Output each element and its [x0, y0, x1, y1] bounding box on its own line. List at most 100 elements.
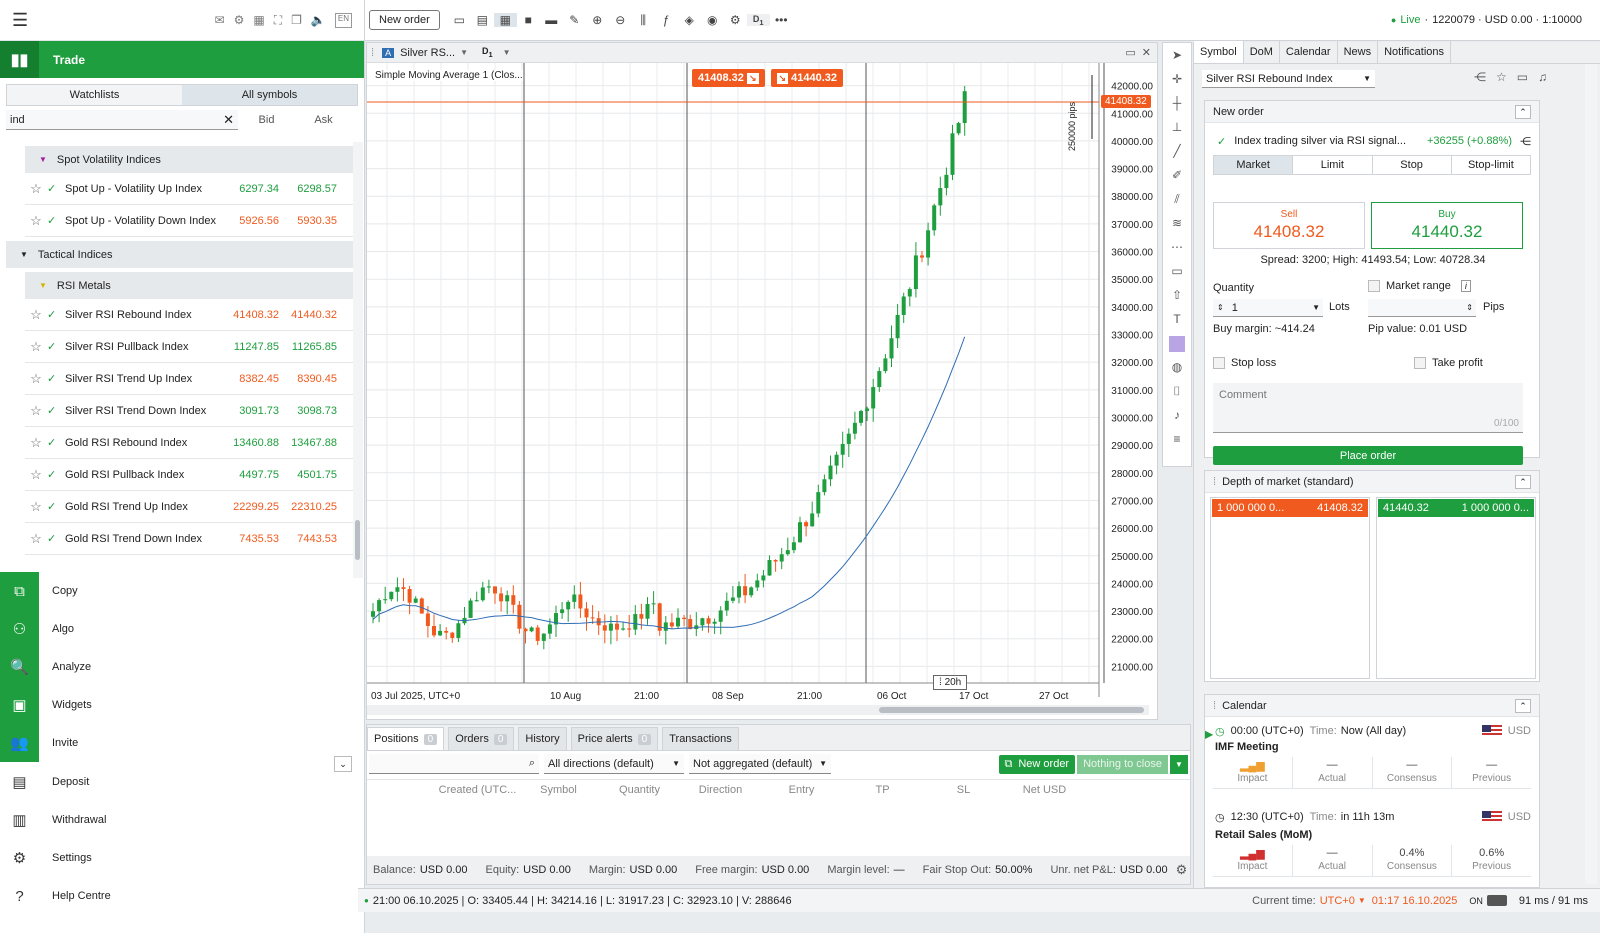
tab-orders[interactable]: Orders 0: [448, 727, 515, 750]
group-spot-volatility[interactable]: ▼ Spot Volatility Indices: [25, 146, 354, 173]
symbol-bid[interactable]: 5926.56: [239, 214, 279, 227]
collapse-icon[interactable]: ⌃: [1515, 474, 1531, 489]
language-button[interactable]: EN: [334, 12, 352, 28]
aggregation-filter[interactable]: Not aggregated (default) ▼: [689, 754, 831, 774]
cursor-icon[interactable]: ➤: [1171, 48, 1183, 62]
positions-search-input[interactable]: ⌕: [369, 754, 539, 774]
favorite-star-icon[interactable]: ☆: [30, 530, 42, 546]
stepper-icon[interactable]: ⇕: [1466, 303, 1473, 312]
magnet-icon[interactable]: ◍: [1171, 360, 1183, 374]
nav-algo[interactable]: ⚇ Algo: [0, 610, 365, 648]
brush-icon[interactable]: ✐: [1171, 168, 1183, 182]
symbol-bid[interactable]: 41408.32: [233, 308, 279, 321]
drag-handle-icon[interactable]: ⁞: [1213, 475, 1217, 488]
symbol-ask[interactable]: 6298.57: [297, 182, 337, 195]
windows-icon[interactable]: ❐: [291, 12, 302, 27]
nav-settings[interactable]: ⚙ Settings: [0, 839, 365, 877]
order-type-stop[interactable]: Stop: [1373, 156, 1452, 174]
symbol-bid[interactable]: 11247.85: [233, 340, 279, 353]
vertical-line-icon[interactable]: ⊥: [1171, 120, 1183, 134]
tab-watchlists[interactable]: Watchlists: [7, 85, 182, 105]
account-status[interactable]: ● Live · 1220079 · USD 0.00 · 1:10000: [1390, 14, 1582, 26]
tab-calendar[interactable]: Calendar: [1280, 41, 1338, 63]
tab-news[interactable]: News: [1338, 41, 1379, 63]
price-chart[interactable]: 42000.00 41000.00 40000.00 39000.00 38000.00…: [367, 63, 1157, 719]
timeframe-dropdown-icon[interactable]: ▼: [502, 48, 511, 57]
favorite-star-icon[interactable]: ☆: [30, 180, 42, 196]
indicator-label[interactable]: Simple Moving Average 1 (Clos...: [375, 70, 523, 81]
nav-copy[interactable]: ⧉ Copy: [0, 572, 365, 610]
favorite-star-icon[interactable]: ☆: [30, 498, 42, 514]
crosshair-icon[interactable]: ✛: [1171, 72, 1183, 86]
nav-invite[interactable]: 👥 Invite ⌄: [0, 724, 365, 772]
stop-loss-checkbox[interactable]: [1213, 357, 1225, 370]
take-profit-checkbox[interactable]: [1414, 357, 1426, 370]
chart-settings-icon[interactable]: ⚙: [729, 13, 741, 27]
stepper-icon[interactable]: ⇕: [1217, 303, 1224, 312]
trend-line-icon[interactable]: ╱: [1173, 144, 1181, 158]
scroll-thumb[interactable]: [355, 520, 360, 560]
calendar-event[interactable]: ▶ ◷ 00:00 (UTC+0) Time: Now (All day) US…: [1205, 717, 1539, 805]
symbol-row[interactable]: ☆ ✓ Silver RSI Trend Up Index 8382.45 8390.4…: [25, 363, 354, 395]
calendar-event[interactable]: ◷ 12:30 (UTC+0) Time: in 11h 13m USD Ret…: [1205, 805, 1539, 887]
col-net-usd[interactable]: Net USD: [1022, 783, 1067, 796]
symbol-ask[interactable]: 7443.53: [297, 532, 337, 545]
chart-window[interactable]: ⁞ A Silver RS... ▼ D1 ▼ ▭ ✕ 42000.00 4100…: [366, 42, 1158, 720]
bell-icon[interactable]: ♪: [1174, 408, 1180, 422]
channel-icon[interactable]: ⫽: [1174, 192, 1180, 206]
symbol-row[interactable]: ☆ ✓ Gold RSI Pullback Index 4497.75 4501.75: [25, 459, 354, 491]
order-type-limit[interactable]: Limit: [1293, 156, 1373, 174]
bell-icon[interactable]: ♫: [1538, 70, 1548, 84]
collapse-icon[interactable]: ⌃: [1515, 104, 1531, 119]
col-tp[interactable]: TP: [875, 783, 890, 796]
chart-symbol[interactable]: Silver RS...: [400, 46, 456, 59]
symbol-ask[interactable]: 22310.25: [291, 500, 337, 513]
col-symbol[interactable]: Symbol: [540, 783, 577, 796]
comment-textarea[interactable]: Comment 0/100: [1213, 383, 1523, 433]
chart-icon[interactable]: ▭: [1516, 70, 1529, 84]
clear-icon[interactable]: ✕: [223, 111, 234, 127]
toggle-switch[interactable]: [1486, 895, 1507, 906]
favorite-star-icon[interactable]: ☆: [30, 212, 42, 228]
favorite-star-icon[interactable]: ☆: [30, 434, 42, 450]
symbol-row[interactable]: ☆ ✓ Gold RSI Trend Down Index 7435.53 7443.5…: [25, 523, 354, 555]
sell-button[interactable]: Sell 41408.32: [1213, 202, 1365, 249]
stop-loss-row[interactable]: Stop loss: [1213, 357, 1276, 370]
arrow-up-icon[interactable]: ⇧: [1171, 288, 1183, 302]
tab-history[interactable]: History: [518, 727, 567, 750]
indicator-icon[interactable]: ƒ: [662, 13, 670, 27]
tab-dom[interactable]: DoM: [1244, 41, 1280, 63]
nav-analyze[interactable]: 🔍 Analyze: [0, 648, 365, 686]
single-layout-icon[interactable]: ■: [524, 13, 532, 27]
candles-icon[interactable]: ⫼: [640, 12, 647, 27]
symbol-row[interactable]: ☆ ✓ Spot Up - Volatility Up Index 6297.34 62…: [25, 173, 354, 205]
col-sl[interactable]: SL: [956, 783, 971, 796]
symbol-bid[interactable]: 8382.45: [239, 372, 279, 385]
user-settings-icon[interactable]: ⚙: [233, 12, 245, 27]
dom-buy-row[interactable]: 41440.32 1 000 000 0...: [1378, 499, 1534, 517]
tab-positions[interactable]: Positions 0: [367, 727, 445, 750]
calculator-icon[interactable]: ▦: [253, 12, 265, 27]
tab-price-alerts[interactable]: Price alerts 0: [570, 727, 659, 750]
symbol-list-scrollbar[interactable]: [353, 142, 363, 578]
symbol-row[interactable]: ☆ ✓ Silver RSI Pullback Index 11247.85 11265…: [25, 331, 354, 363]
symbol-bid[interactable]: 22299.25: [233, 500, 279, 513]
chart-timeframe[interactable]: D1: [482, 46, 493, 59]
symbol-ask[interactable]: 11265.85: [291, 340, 337, 353]
favorite-star-icon[interactable]: ☆: [30, 370, 42, 386]
collapse-icon[interactable]: ⌃: [1515, 698, 1531, 713]
share-icon[interactable]: ⋲: [1520, 135, 1531, 148]
order-type-market[interactable]: Market: [1214, 156, 1294, 174]
chart-type-icon[interactable]: ▭: [453, 13, 465, 27]
timeframe-button[interactable]: D1: [746, 13, 770, 27]
symbol-bid[interactable]: 7435.53: [239, 532, 279, 545]
quantity-input[interactable]: ⇕ 1 ▼: [1213, 299, 1323, 317]
dom-sell-row[interactable]: 1 000 000 0... 41408.32: [1212, 499, 1368, 517]
cross-icon[interactable]: ┼: [1172, 96, 1182, 110]
symbol-ask[interactable]: 3098.73: [297, 404, 337, 417]
symbol-ask[interactable]: 8390.45: [297, 372, 337, 385]
pencil-icon[interactable]: ✎: [569, 13, 580, 27]
tab-symbol[interactable]: Symbol: [1194, 41, 1244, 63]
market-range-checkbox[interactable]: [1368, 280, 1380, 293]
tab-transactions[interactable]: Transactions: [662, 727, 739, 750]
